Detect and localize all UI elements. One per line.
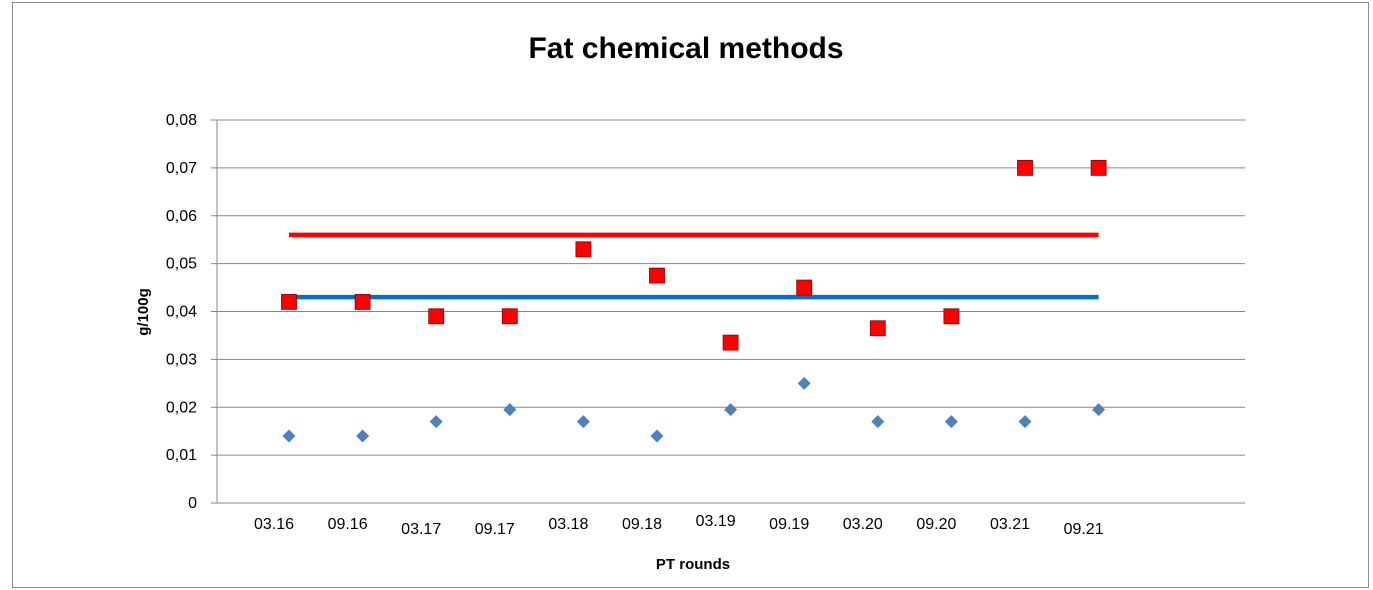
diamond-marker bbox=[356, 429, 370, 443]
y-tick-label: 0,02 bbox=[166, 399, 197, 416]
x-tick-label: 09.17 bbox=[475, 521, 515, 538]
square-marker bbox=[354, 294, 371, 310]
y-tick-label: 0,05 bbox=[166, 256, 197, 273]
y-tick-labels: 0 0,01 0,02 0,03 0,04 0,05 0,06 0,07 0,08 bbox=[166, 112, 197, 512]
square-marker bbox=[796, 279, 813, 296]
diamond-marker bbox=[429, 415, 443, 429]
diamond-marker bbox=[503, 403, 517, 417]
square-marker bbox=[501, 308, 518, 325]
x-tick-label: 03.16 bbox=[254, 516, 294, 533]
y-tick-label: 0,06 bbox=[166, 208, 197, 225]
diamond-marker bbox=[944, 415, 958, 429]
x-tick-label: 03.21 bbox=[990, 516, 1030, 533]
square-marker bbox=[943, 308, 960, 325]
x-axis-label: PT rounds bbox=[656, 556, 730, 573]
square-marker bbox=[428, 308, 445, 325]
x-tick-label: 09.20 bbox=[916, 516, 956, 533]
y-axis-label: g/100g bbox=[135, 288, 152, 336]
x-tick-labels: 03.16 09.16 03.17 09.17 03.18 09.18 03.19 09.19… bbox=[254, 513, 1104, 538]
square-marker bbox=[575, 241, 592, 258]
diamond-marker bbox=[1018, 415, 1032, 429]
gridlines bbox=[211, 119, 1245, 504]
y-tick-label: 0,08 bbox=[166, 112, 197, 129]
diamond-marker bbox=[724, 403, 738, 417]
y-tick-label: 0,04 bbox=[166, 304, 197, 321]
y-tick-label: 0 bbox=[188, 495, 197, 512]
x-tick-label: 03.18 bbox=[548, 516, 588, 533]
x-tick-label: 09.21 bbox=[1064, 521, 1104, 538]
diamond-marker bbox=[797, 376, 811, 390]
chart-title: Fat chemical methods bbox=[528, 32, 843, 65]
x-tick-label: 03.20 bbox=[843, 516, 883, 533]
reference-lines bbox=[289, 232, 1099, 300]
square-marker bbox=[722, 334, 739, 351]
y-tick-label: 0,07 bbox=[166, 160, 197, 177]
x-tick-label: 03.17 bbox=[401, 521, 441, 538]
diamond-marker bbox=[282, 429, 296, 443]
square-marker bbox=[281, 294, 297, 310]
y-tick-label: 0,03 bbox=[166, 351, 197, 368]
x-tick-label: 09.19 bbox=[769, 516, 809, 533]
square-marker bbox=[1017, 159, 1033, 176]
x-tick-label: 03.19 bbox=[696, 513, 736, 530]
diamond-marker bbox=[1092, 403, 1106, 417]
diamond-marker bbox=[871, 415, 885, 429]
x-tick-label: 09.18 bbox=[622, 516, 662, 533]
data-markers bbox=[281, 159, 1107, 443]
square-marker bbox=[869, 320, 886, 337]
diamond-marker bbox=[576, 415, 590, 429]
square-marker bbox=[1090, 159, 1107, 176]
diamond-marker bbox=[650, 429, 664, 443]
square-marker bbox=[649, 267, 665, 284]
x-tick-label: 09.16 bbox=[328, 516, 368, 533]
y-tick-label: 0,01 bbox=[166, 447, 197, 464]
